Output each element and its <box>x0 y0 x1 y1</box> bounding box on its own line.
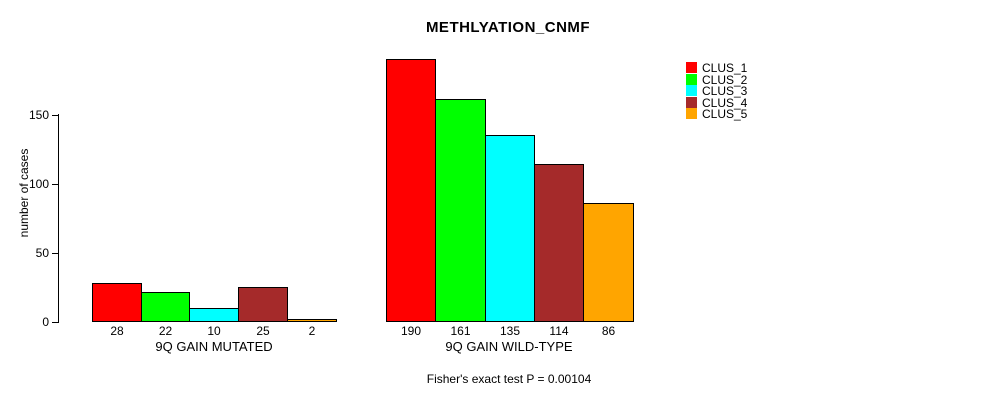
legend-label: CLUS_2 <box>702 73 748 87</box>
y-tick-label: 150 <box>28 108 49 122</box>
bar-clus_5-group2 <box>583 203 634 322</box>
y-tick-label: 0 <box>42 315 49 329</box>
legend-color-swatch <box>686 62 697 73</box>
bar-value-label: 114 <box>549 324 569 338</box>
x-group-label: 9Q GAIN WILD-TYPE <box>445 339 573 354</box>
y-tick-label: 50 <box>35 246 49 260</box>
legend-label: CLUS_3 <box>702 84 748 98</box>
y-tick-mark <box>52 115 58 116</box>
bar-clus_3-group2 <box>485 135 535 322</box>
bar-value-label: 135 <box>499 324 521 338</box>
bar-clus_4-group2 <box>534 164 584 322</box>
legend-color-swatch <box>686 85 697 96</box>
bar-value-label: 161 <box>450 324 471 338</box>
bar-value-label: 10 <box>207 324 221 338</box>
y-tick-mark <box>52 322 58 323</box>
chart-title: METHLYATION_CNMF <box>425 19 591 36</box>
legend-color-swatch <box>686 97 697 108</box>
y-tick-mark <box>52 184 58 185</box>
legend-label: CLUS_1 <box>702 61 748 75</box>
bar-value-label: 25 <box>256 324 270 338</box>
bar-clus_4-group1 <box>238 287 288 322</box>
y-tick-label: 100 <box>28 177 49 191</box>
legend-color-swatch <box>686 108 697 119</box>
bar-clus_2-group2 <box>435 99 486 322</box>
bar-clus_1-group2 <box>386 59 436 322</box>
bar-value-label: 190 <box>400 324 422 338</box>
bar-value-label: 2 <box>308 324 316 338</box>
bar-value-label: 28 <box>110 324 124 338</box>
y-tick-mark <box>52 253 58 254</box>
y-axis-line <box>58 114 59 323</box>
bar-clus_1-group1 <box>92 283 142 322</box>
x-group-label: 9Q GAIN MUTATED <box>155 339 273 354</box>
legend-color-swatch <box>686 74 697 85</box>
bar-clus_5-group1 <box>287 319 337 322</box>
bar-clus_3-group1 <box>189 308 239 322</box>
bar-value-label: 22 <box>158 324 173 338</box>
legend-label: CLUS_4 <box>702 96 748 110</box>
bar-value-label: 86 <box>601 324 616 338</box>
y-axis-title: number of cases <box>17 148 31 238</box>
bar-clus_2-group1 <box>141 292 190 322</box>
legend-label: CLUS_5 <box>702 107 748 121</box>
footnote-pvalue: Fisher's exact test P = 0.00104 <box>426 372 592 386</box>
